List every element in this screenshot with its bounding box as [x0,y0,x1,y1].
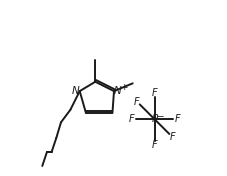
Text: −: − [155,111,163,120]
Text: F: F [151,140,157,150]
Text: F: F [168,132,174,142]
Text: P: P [151,114,157,124]
Text: F: F [133,97,139,107]
Text: N: N [114,86,121,96]
Text: F: F [128,114,134,124]
Text: +: + [120,83,127,92]
Text: F: F [174,114,179,124]
Text: N: N [72,86,79,96]
Text: F: F [151,89,157,98]
